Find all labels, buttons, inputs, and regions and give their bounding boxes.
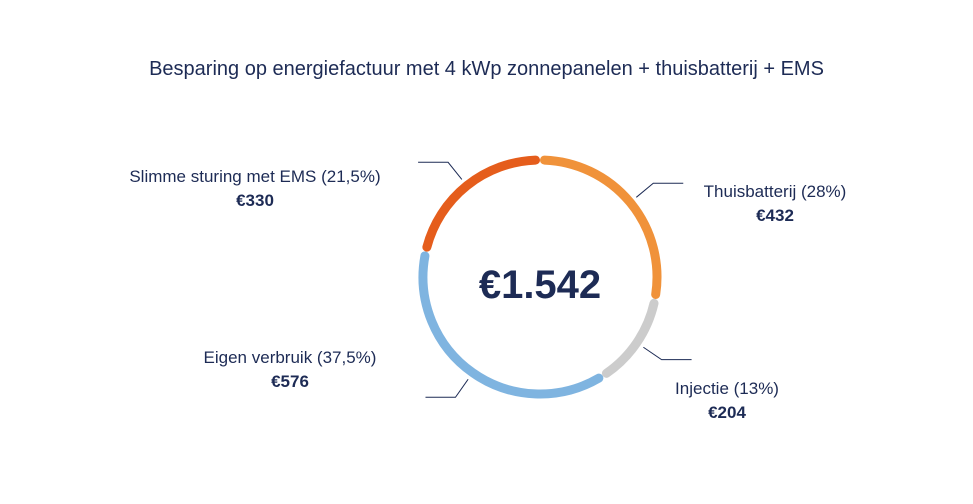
segment-label-2: Eigen verbruik (37,5%): [204, 348, 377, 367]
chart-title: Besparing op energiefactuur met 4 kWp zo…: [149, 58, 824, 80]
segment-label-1: Injectie (13%): [675, 379, 779, 398]
leader-line-1: [643, 346, 692, 361]
donut-segment-2: [418, 251, 604, 399]
segment-value-3: €330: [236, 191, 274, 210]
donut-segment-3: [422, 155, 541, 252]
leader-line-3: [418, 161, 463, 180]
segment-value-0: €432: [756, 206, 794, 225]
segment-label-0: Thuisbatterij (28%): [704, 182, 847, 201]
donut-segment-1: [601, 298, 659, 378]
leader-line-0: [635, 182, 684, 198]
segment-value-1: €204: [708, 403, 746, 422]
donut-segment-0: [539, 155, 662, 299]
segment-value-2: €576: [271, 372, 309, 391]
segment-label-3: Slimme sturing met EMS (21,5%): [129, 167, 380, 186]
leader-line-2: [425, 378, 469, 398]
center-total: €1.542: [479, 263, 601, 307]
